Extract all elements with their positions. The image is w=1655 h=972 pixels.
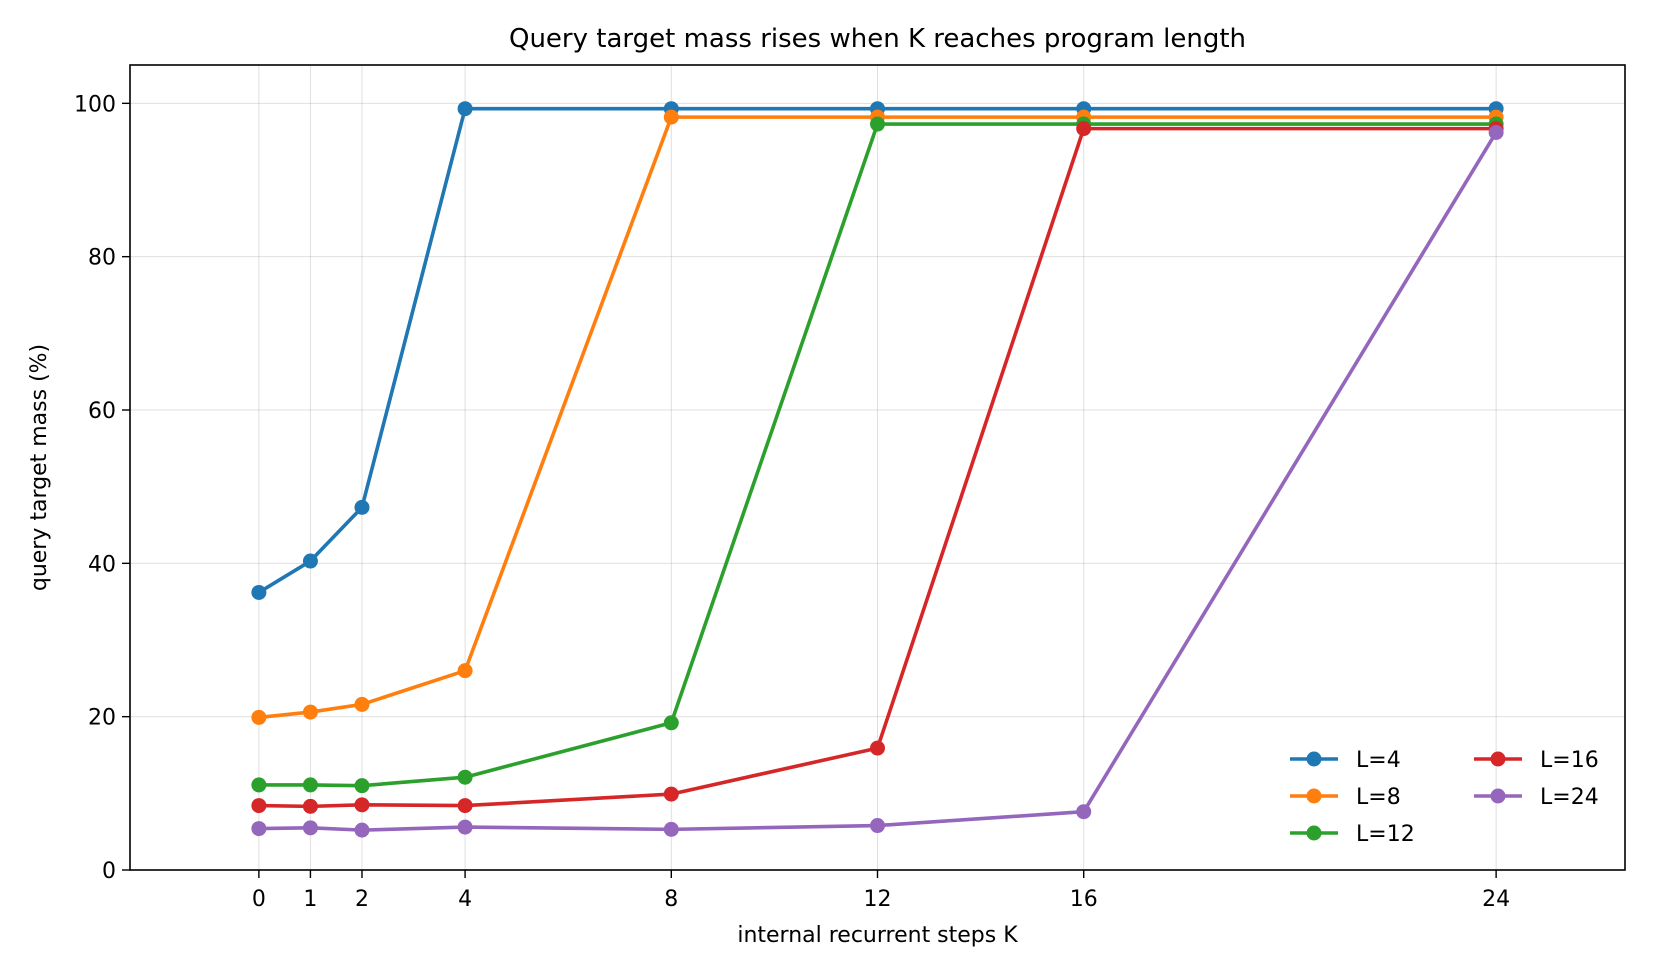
data-point-l-8 xyxy=(457,663,473,679)
data-point-l-24 xyxy=(251,821,267,837)
data-point-l-24 xyxy=(663,821,679,837)
data-point-l-8 xyxy=(354,696,370,712)
y-axis: 0 20 40 60 80 100 xyxy=(74,92,130,884)
x-tick-label: 1 xyxy=(303,887,317,912)
data-point-l-12 xyxy=(870,116,885,132)
legend-marker-l-24 xyxy=(1490,788,1506,804)
y-tick-label: 40 xyxy=(88,552,116,577)
series-line-l-16 xyxy=(258,126,1497,809)
legend-label-l-24: L=24 xyxy=(1540,785,1599,810)
data-point-l-16 xyxy=(870,740,885,756)
series-l-16 xyxy=(251,121,1504,814)
data-point-l-12 xyxy=(354,778,370,794)
data-point-l-4 xyxy=(457,101,473,117)
legend-label-l-8: L=8 xyxy=(1356,785,1401,810)
data-point-l-12 xyxy=(302,777,318,793)
x-axis-label: internal recurrent steps K xyxy=(737,923,1018,948)
data-point-l-16 xyxy=(1076,121,1092,137)
data-point-l-24 xyxy=(457,819,473,835)
legend-marker-l-4 xyxy=(1306,751,1322,767)
data-point-l-12 xyxy=(663,715,679,731)
legend-item-l-12: L=12 xyxy=(1290,822,1415,847)
series-layer xyxy=(251,101,1504,838)
legend-item-l-4: L=4 xyxy=(1290,748,1401,773)
y-tick-label: 80 xyxy=(88,246,116,271)
data-point-l-24 xyxy=(302,820,318,836)
data-point-l-16 xyxy=(663,786,679,802)
legend-item-l-8: L=8 xyxy=(1290,785,1401,810)
data-point-l-16 xyxy=(302,798,318,814)
data-point-l-8 xyxy=(251,709,267,725)
y-tick-label: 60 xyxy=(88,399,116,424)
data-point-l-24 xyxy=(354,822,370,838)
data-point-l-24 xyxy=(1076,804,1092,820)
x-tick-label: 16 xyxy=(1070,887,1098,912)
legend-marker-l-8 xyxy=(1306,788,1322,804)
x-tick-label: 24 xyxy=(1482,887,1510,912)
data-point-l-4 xyxy=(354,499,370,515)
legend-label-l-4: L=4 xyxy=(1356,748,1401,773)
legend-marker-l-16 xyxy=(1490,751,1506,767)
series-line-l-8 xyxy=(258,115,1497,720)
series-l-24 xyxy=(251,124,1504,838)
x-tick-label: 12 xyxy=(864,887,892,912)
y-tick-label: 0 xyxy=(102,859,116,884)
data-point-l-8 xyxy=(663,109,679,125)
series-line-l-24 xyxy=(258,131,1498,832)
y-axis-label: query target mass (%) xyxy=(27,344,52,591)
data-point-l-12 xyxy=(251,777,267,793)
x-tick-label: 0 xyxy=(252,887,266,912)
legend-item-l-24: L=24 xyxy=(1474,785,1599,810)
x-tick-label: 2 xyxy=(355,887,369,912)
legend-marker-l-12 xyxy=(1306,825,1322,841)
data-point-l-16 xyxy=(251,798,267,814)
legend-label-l-16: L=16 xyxy=(1540,748,1599,773)
x-axis: 0 1 2 4 8 12 16 24 xyxy=(252,870,1510,912)
data-point-l-24 xyxy=(1488,124,1504,140)
data-point-l-16 xyxy=(354,797,370,813)
x-tick-label: 8 xyxy=(664,887,678,912)
data-point-l-4 xyxy=(251,584,267,600)
data-point-l-8 xyxy=(302,704,318,720)
series-line-l-12 xyxy=(258,122,1497,788)
chart-title: Query target mass rises when K reaches p… xyxy=(509,24,1246,54)
data-point-l-24 xyxy=(870,818,885,834)
legend-item-l-16: L=16 xyxy=(1474,748,1599,773)
series-l-4 xyxy=(251,101,1504,600)
x-tick-label: 4 xyxy=(458,887,472,912)
data-point-l-12 xyxy=(457,769,473,785)
data-point-l-4 xyxy=(302,553,318,569)
legend: L=4 L=8 L=12 L=16 L=24 xyxy=(1290,748,1599,847)
series-line-l-4 xyxy=(257,106,1497,595)
y-tick-label: 20 xyxy=(88,706,116,731)
y-tick-label: 100 xyxy=(74,92,116,117)
legend-label-l-12: L=12 xyxy=(1356,822,1415,847)
data-point-l-16 xyxy=(457,798,473,814)
